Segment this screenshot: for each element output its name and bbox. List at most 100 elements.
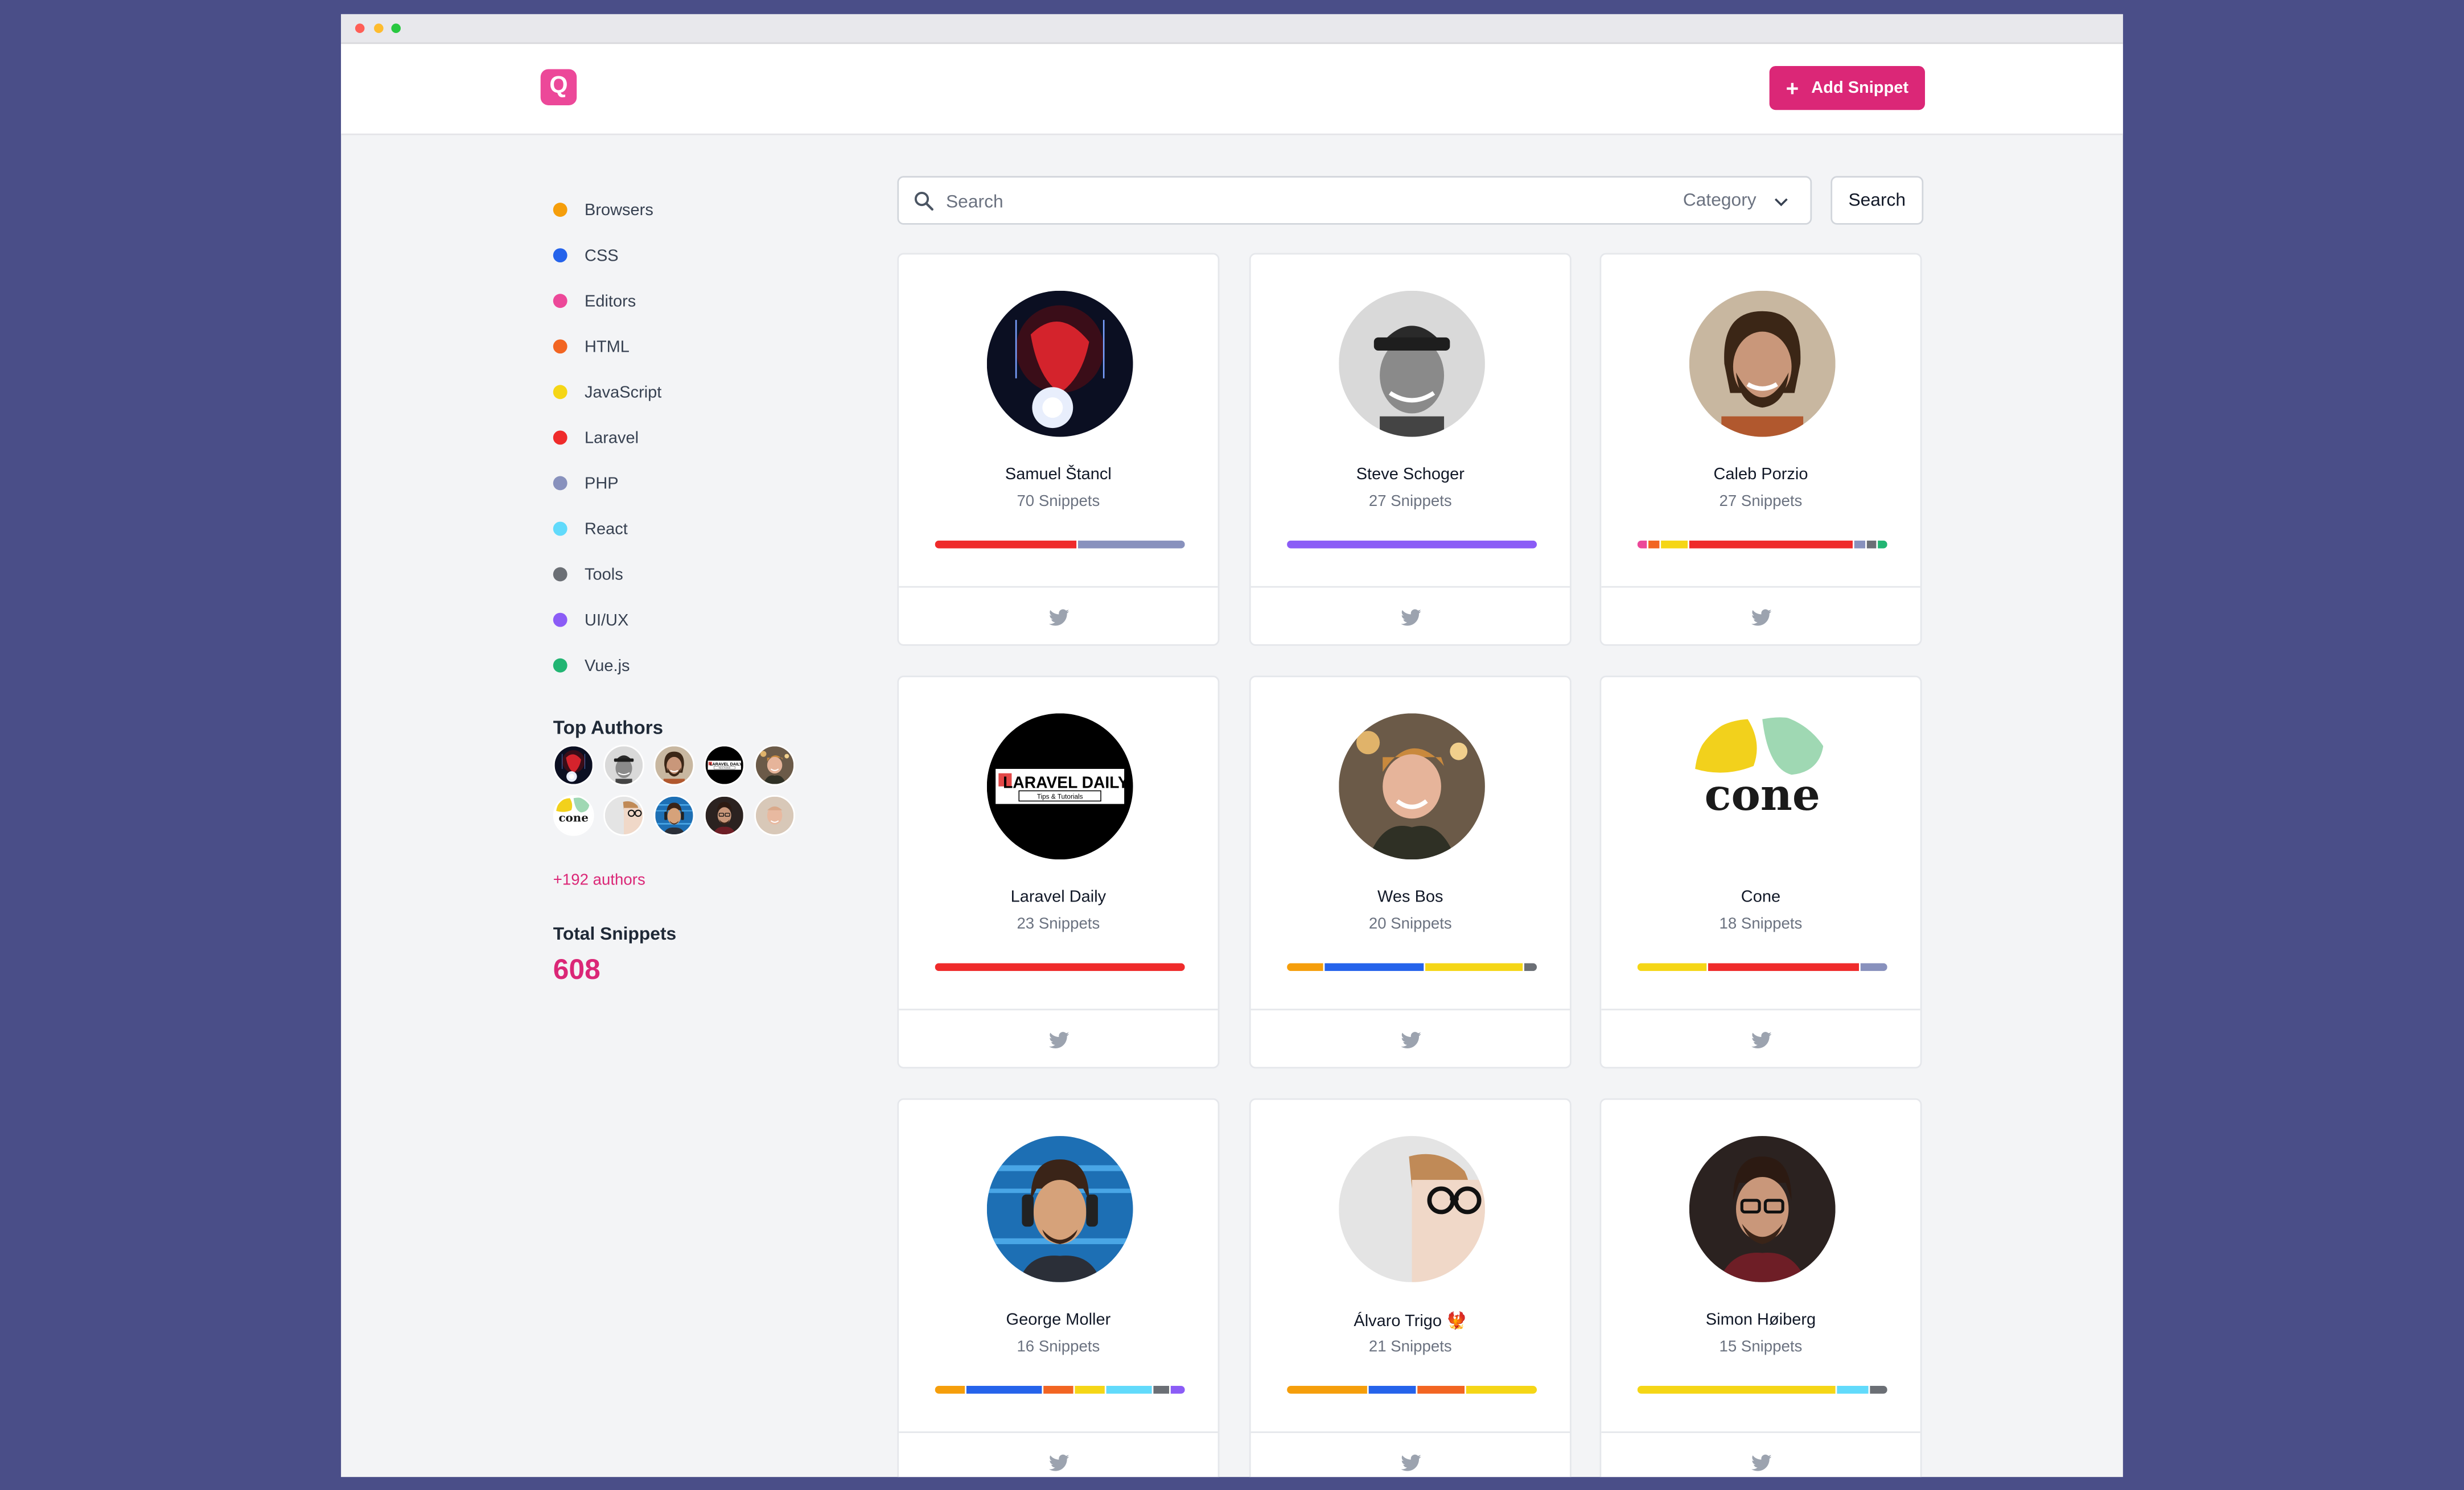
twitter-icon[interactable]: [1751, 607, 1773, 629]
twitter-icon[interactable]: [1751, 1029, 1773, 1051]
author-card[interactable]: Simon Høiberg 15 Snippets: [1599, 1098, 1922, 1477]
category-item-vue-js[interactable]: Vue.js: [553, 643, 662, 688]
author-avatar[interactable]: cone: [1689, 713, 1836, 860]
svg-text:Tips & Tutorials: Tips & Tutorials: [718, 767, 730, 769]
author-name[interactable]: Steve Schoger: [1356, 465, 1465, 484]
minimize-window-button[interactable]: [374, 23, 384, 33]
category-label: CSS: [585, 246, 619, 265]
author-card[interactable]: Álvaro Trigo 🐦‍🔥 21 Snippets: [1249, 1098, 1572, 1477]
author-card[interactable]: Samuel Štancl 70 Snippets: [897, 253, 1220, 646]
author-avatar[interactable]: [1339, 290, 1485, 437]
add-snippet-label: Add Snippet: [1811, 79, 1908, 98]
twitter-icon[interactable]: [1400, 1452, 1422, 1474]
add-snippet-button[interactable]: + Add Snippet: [1769, 65, 1925, 110]
bar-segment-tools: [1866, 540, 1876, 549]
category-label: Laravel: [585, 428, 639, 447]
svg-text:cone: cone: [1705, 769, 1820, 821]
category-item-editors[interactable]: Editors: [553, 278, 662, 324]
category-item-laravel[interactable]: Laravel: [553, 415, 662, 460]
author-card[interactable]: Wes Bos 20 Snippets: [1249, 676, 1572, 1069]
author-card[interactable]: LARAVEL DAILY Tips & Tutorials Laravel Dai…: [897, 676, 1220, 1069]
author-name[interactable]: Caleb Porzio: [1713, 465, 1808, 484]
category-dot-icon: [553, 430, 567, 445]
author-card[interactable]: Steve Schoger 27 Snippets: [1249, 253, 1572, 646]
category-distribution-bar: [1637, 540, 1887, 549]
top-author-avatar[interactable]: [553, 744, 594, 786]
author-avatar[interactable]: [1689, 290, 1836, 437]
bar-segment-editors: [1637, 540, 1648, 549]
card-footer: [899, 1431, 1218, 1477]
category-item-ui-ux[interactable]: UI/UX: [553, 597, 662, 643]
category-list: Browsers CSS Editors HTML JavaScript Laravel P…: [553, 187, 662, 689]
card-footer: [1250, 586, 1570, 644]
author-avatar[interactable]: [986, 1136, 1133, 1282]
top-author-avatar[interactable]: [704, 795, 745, 836]
category-select[interactable]: Category: [1683, 187, 1809, 216]
svg-text:cone: cone: [558, 810, 588, 824]
category-item-browsers[interactable]: Browsers: [553, 187, 662, 233]
author-name[interactable]: Álvaro Trigo 🐦‍🔥: [1354, 1312, 1467, 1331]
window-titlebar: [341, 14, 2123, 44]
bar-segment-ui-ux: [1287, 540, 1537, 549]
category-item-tools[interactable]: Tools: [553, 551, 662, 597]
author-name[interactable]: Samuel Štancl: [1005, 465, 1112, 484]
twitter-icon[interactable]: [1751, 1452, 1773, 1474]
svg-text:LARAVEL DAILY: LARAVEL DAILY: [710, 762, 742, 767]
category-item-php[interactable]: PHP: [553, 460, 662, 506]
logo[interactable]: Q: [540, 69, 577, 105]
author-avatar[interactable]: LARAVEL DAILY Tips & Tutorials: [986, 713, 1133, 860]
author-avatar[interactable]: [1689, 1136, 1836, 1282]
category-label: Vue.js: [585, 656, 630, 675]
top-author-avatar[interactable]: [653, 744, 695, 786]
close-window-button[interactable]: [355, 23, 365, 33]
top-author-avatar[interactable]: [653, 795, 695, 836]
category-dot-icon: [553, 339, 567, 354]
author-card[interactable]: George Moller 16 Snippets: [897, 1098, 1220, 1477]
top-author-avatar[interactable]: LARAVEL DAILY Tips & Tutorials: [704, 744, 745, 786]
author-name[interactable]: Laravel Daily: [1010, 887, 1106, 907]
author-name[interactable]: Cone: [1741, 887, 1781, 907]
twitter-icon[interactable]: [1400, 607, 1422, 629]
twitter-icon[interactable]: [1048, 1029, 1070, 1051]
app-header: Q + Add Snippet: [341, 44, 2123, 135]
author-snippet-count: 23 Snippets: [1017, 916, 1100, 933]
top-author-avatar[interactable]: [754, 744, 795, 786]
author-name[interactable]: George Moller: [1006, 1310, 1111, 1330]
category-dot-icon: [553, 476, 567, 491]
category-item-react[interactable]: React: [553, 506, 662, 551]
category-label: Tools: [585, 565, 623, 584]
category-distribution-bar: [1287, 963, 1537, 972]
top-author-avatar[interactable]: [754, 795, 795, 836]
author-card[interactable]: Caleb Porzio 27 Snippets: [1599, 253, 1922, 646]
twitter-icon[interactable]: [1048, 607, 1070, 629]
author-avatar[interactable]: [1339, 713, 1485, 860]
category-dot-icon: [553, 612, 567, 627]
more-authors-link[interactable]: +192 authors: [553, 872, 645, 890]
author-name[interactable]: Simon Høiberg: [1705, 1310, 1816, 1330]
category-distribution-bar: [1287, 1386, 1537, 1394]
category-item-css[interactable]: CSS: [553, 233, 662, 278]
top-author-avatar[interactable]: cone: [553, 795, 594, 836]
bar-segment-tools: [1154, 1386, 1169, 1394]
total-snippets-count: 608: [553, 953, 600, 986]
category-item-html[interactable]: HTML: [553, 324, 662, 369]
bar-segment-html: [1648, 540, 1659, 549]
author-name[interactable]: Wes Bos: [1377, 887, 1443, 907]
category-label: PHP: [585, 474, 619, 493]
card-footer: [1250, 1431, 1570, 1477]
bar-segment-html: [1043, 1386, 1073, 1394]
twitter-icon[interactable]: [1048, 1452, 1070, 1474]
bar-segment-php: [1078, 540, 1185, 549]
top-author-avatar[interactable]: [603, 744, 644, 786]
search-input[interactable]: [943, 187, 1641, 219]
category-dot-icon: [553, 658, 567, 673]
search-button[interactable]: Search: [1830, 176, 1924, 225]
category-distribution-bar: [1637, 963, 1887, 972]
author-avatar[interactable]: [986, 290, 1133, 437]
author-avatar[interactable]: [1339, 1136, 1485, 1282]
top-author-avatar[interactable]: [603, 795, 644, 836]
twitter-icon[interactable]: [1400, 1029, 1422, 1051]
maximize-window-button[interactable]: [391, 23, 401, 33]
author-card[interactable]: cone Cone 18 Snippets: [1599, 676, 1922, 1069]
category-item-javascript[interactable]: JavaScript: [553, 369, 661, 415]
